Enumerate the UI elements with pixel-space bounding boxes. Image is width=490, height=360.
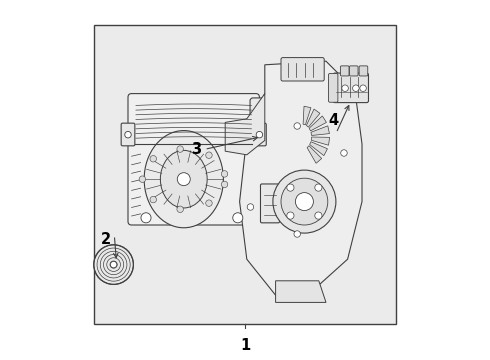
Circle shape xyxy=(233,213,243,223)
FancyBboxPatch shape xyxy=(281,58,324,81)
Circle shape xyxy=(294,231,300,237)
Circle shape xyxy=(125,131,131,138)
Circle shape xyxy=(295,193,314,211)
FancyBboxPatch shape xyxy=(128,94,259,225)
Polygon shape xyxy=(306,109,320,127)
Polygon shape xyxy=(225,94,265,155)
Ellipse shape xyxy=(206,152,212,158)
Ellipse shape xyxy=(150,196,156,203)
Circle shape xyxy=(360,85,367,91)
Ellipse shape xyxy=(94,245,133,284)
Polygon shape xyxy=(309,116,326,131)
Circle shape xyxy=(110,261,117,268)
FancyBboxPatch shape xyxy=(349,66,358,76)
Circle shape xyxy=(294,123,300,129)
FancyBboxPatch shape xyxy=(359,66,368,76)
Circle shape xyxy=(315,184,322,191)
FancyBboxPatch shape xyxy=(328,73,338,102)
Ellipse shape xyxy=(221,171,228,177)
Text: 4: 4 xyxy=(328,113,338,128)
Polygon shape xyxy=(303,106,311,125)
Ellipse shape xyxy=(177,146,183,152)
Polygon shape xyxy=(240,61,362,295)
FancyBboxPatch shape xyxy=(261,184,280,223)
Polygon shape xyxy=(311,137,330,145)
FancyBboxPatch shape xyxy=(121,123,135,146)
Circle shape xyxy=(177,173,190,186)
Ellipse shape xyxy=(144,131,223,228)
FancyBboxPatch shape xyxy=(252,123,266,146)
Polygon shape xyxy=(307,146,322,163)
FancyBboxPatch shape xyxy=(333,73,368,103)
Ellipse shape xyxy=(139,176,146,183)
Circle shape xyxy=(341,150,347,156)
Circle shape xyxy=(247,204,254,210)
Circle shape xyxy=(353,85,359,91)
Ellipse shape xyxy=(221,181,228,188)
Ellipse shape xyxy=(160,150,207,208)
Text: 3: 3 xyxy=(191,142,201,157)
Ellipse shape xyxy=(281,178,328,225)
Circle shape xyxy=(141,213,151,223)
Ellipse shape xyxy=(177,206,183,212)
Ellipse shape xyxy=(206,200,212,206)
Circle shape xyxy=(342,85,348,91)
FancyBboxPatch shape xyxy=(341,66,349,76)
Circle shape xyxy=(287,184,294,191)
Circle shape xyxy=(287,212,294,219)
Polygon shape xyxy=(275,281,326,302)
Polygon shape xyxy=(311,126,329,135)
Polygon shape xyxy=(310,142,327,156)
Text: 1: 1 xyxy=(240,338,250,353)
Ellipse shape xyxy=(273,170,336,233)
Bar xyxy=(94,25,396,324)
Ellipse shape xyxy=(150,156,156,162)
FancyBboxPatch shape xyxy=(250,98,277,221)
Circle shape xyxy=(315,212,322,219)
Circle shape xyxy=(256,131,263,138)
Text: 2: 2 xyxy=(101,232,111,247)
